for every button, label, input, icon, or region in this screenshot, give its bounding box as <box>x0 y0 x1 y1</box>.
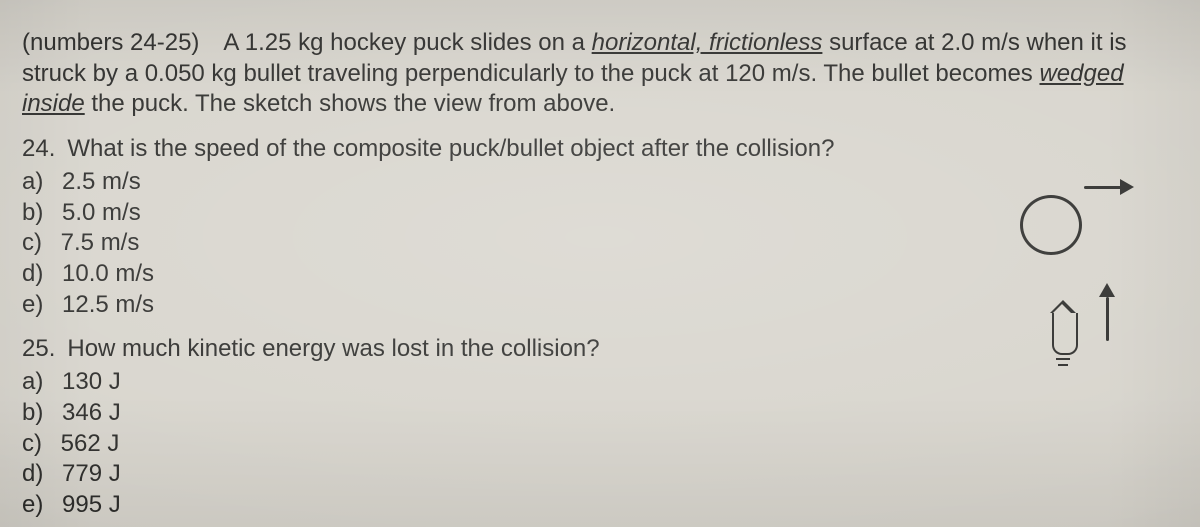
sketch-diagram <box>940 165 1160 385</box>
q25-option-d: d) 779 J <box>22 459 1178 490</box>
intro-underline-1: horizontal, frictionless <box>592 29 823 56</box>
bullet-base-2 <box>1058 364 1068 367</box>
arrow-head <box>1120 179 1134 195</box>
bullet-base-1 <box>1056 358 1070 361</box>
worksheet-page: (numbers 24-25) A 1.25 kg hockey puck sl… <box>0 0 1200 527</box>
arrow-shaft <box>1106 297 1109 341</box>
q25-option-c: c) 562 J <box>22 429 1178 460</box>
intro-text-1: (numbers 24-25) A 1.25 kg hockey puck sl… <box>22 29 592 56</box>
puck-icon <box>1020 195 1082 255</box>
q25-option-b: b) 346 J <box>22 398 1178 429</box>
q25-options: a) 130 J b) 346 J c) 562 J d) 779 J e) 9… <box>22 367 1178 521</box>
arrow-head <box>1099 283 1115 297</box>
q25-option-e: e) 995 J <box>22 490 1178 521</box>
bullet-body <box>1052 313 1078 355</box>
bullet-icon <box>1052 313 1078 355</box>
q24-head: 24. What is the speed of the composite p… <box>22 134 1178 165</box>
arrow-shaft <box>1084 186 1124 189</box>
puck-velocity-arrow-icon <box>1084 179 1136 195</box>
bullet-velocity-arrow-icon <box>1100 283 1116 343</box>
problem-intro: (numbers 24-25) A 1.25 kg hockey puck sl… <box>22 28 1178 120</box>
bullet-tip-fill <box>1053 304 1071 313</box>
intro-text-3: the puck. The sketch shows the view from… <box>85 90 615 117</box>
